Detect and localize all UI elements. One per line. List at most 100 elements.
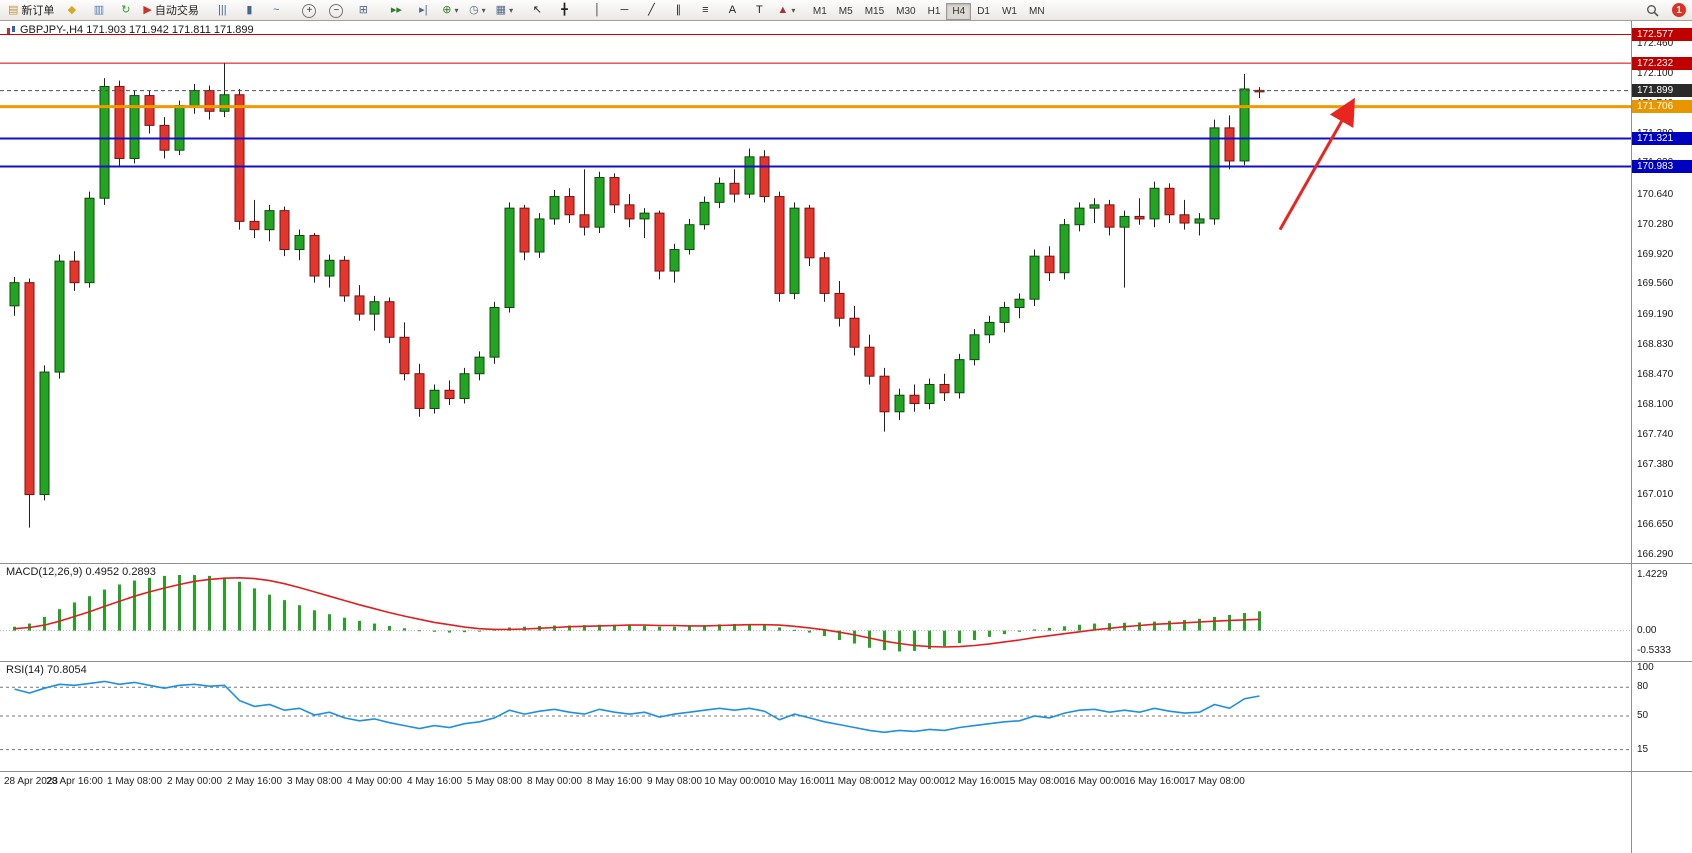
stamp-icon-button[interactable]: ◆ — [58, 1, 85, 20]
auto-scroll-button[interactable]: ▸▸ — [383, 1, 410, 20]
bullish-candle — [1209, 127, 1220, 220]
bar-chart-button[interactable]: ||| — [209, 1, 236, 20]
bearish-candle — [414, 373, 425, 409]
fibonacci-button[interactable]: ≡ — [692, 1, 719, 20]
candlestick-chart-icon: ▮ — [246, 3, 253, 16]
charts-window-button[interactable]: ▥ — [85, 1, 112, 20]
stamp-icon-icon: ◆ — [67, 3, 77, 16]
line-chart-icon: ~ — [273, 3, 280, 16]
macd-histogram-bar — [793, 629, 796, 631]
price-axis-label: 167.380 — [1637, 458, 1674, 470]
macd-signal-line — [14, 576, 1260, 648]
price-axis-label: 169.560 — [1637, 278, 1674, 290]
price-axis-label: 169.920 — [1637, 248, 1674, 260]
bullish-candle — [684, 224, 695, 251]
indicators-button[interactable]: ⊕ ▾ — [437, 1, 464, 20]
time-axis[interactable]: 28 Apr 2023 28 Apr 16:00 1 May 08:00 2 May … — [0, 772, 1632, 794]
time-axis-label: 8 May 16:00 — [586, 776, 643, 787]
bullish-candle — [924, 383, 935, 405]
rsi-axis-label: 100 — [1637, 662, 1654, 673]
macd-histogram-bar — [343, 617, 346, 631]
periods-button[interactable]: ◷ ▾ — [464, 1, 491, 20]
bullish-candle — [984, 321, 995, 336]
candlestick-chart-button[interactable]: ▮ — [236, 1, 263, 20]
bearish-candle — [759, 156, 770, 198]
macd-histogram-bar — [823, 630, 826, 637]
search-button[interactable] — [1639, 1, 1666, 20]
time-axis-label: 4 May 16:00 — [406, 776, 463, 787]
line-chart-button[interactable]: ~ — [263, 1, 290, 20]
bullish-candle — [639, 212, 650, 220]
time-axis-label: 16 May 00:00 — [1064, 776, 1125, 787]
macd-histogram-bar — [1108, 623, 1111, 631]
arrows-button[interactable]: ▲ ▾ — [773, 1, 800, 20]
label-button[interactable]: T — [746, 1, 773, 20]
macd-histogram-bar — [1033, 629, 1036, 631]
bullish-candle — [429, 389, 440, 409]
timeframe-button-mn[interactable]: MN — [1028, 5, 1045, 17]
rsi-axis-label: 15 — [1637, 743, 1649, 755]
macd-histogram-bar — [598, 624, 601, 631]
macd-histogram-bar — [718, 624, 721, 631]
macd-histogram-bar — [883, 630, 886, 651]
horizontal-line-button[interactable]: ─ — [611, 1, 638, 20]
macd-histogram-bar — [43, 616, 46, 631]
macd-histogram-bar — [733, 623, 736, 631]
macd-histogram-bar — [478, 630, 481, 632]
timeframe-button-h1[interactable]: H1 — [927, 5, 941, 17]
vertical-line-button[interactable]: │ — [584, 1, 611, 20]
macd-histogram-bar — [958, 630, 961, 644]
price-axis-label: 168.100 — [1637, 399, 1674, 411]
time-axis-label: 5 May 08:00 — [466, 776, 523, 787]
timeframe-button-m15[interactable]: M15 — [864, 5, 885, 17]
bullish-candle — [84, 197, 95, 284]
bearish-candle — [354, 295, 365, 315]
rsi-axis-label: 50 — [1637, 710, 1649, 721]
timeframe-button-m30[interactable]: M30 — [896, 5, 916, 17]
tile-windows-button[interactable]: ⊞ — [350, 1, 377, 20]
bullish-candle — [999, 306, 1010, 323]
auto-trading-button[interactable]: ▶ 自动交易 — [139, 1, 202, 20]
channel-icon: ∥ — [675, 3, 682, 16]
macd-histogram-bar — [853, 630, 856, 644]
bearish-candle — [804, 207, 815, 259]
zoom-out-button[interactable]: − — [323, 1, 350, 20]
timeframe-button-h4[interactable]: H4 — [946, 2, 972, 20]
pane-splitter-macd[interactable] — [0, 563, 1692, 564]
price-axis[interactable]: 172.460172.100171.740171.380171.020170.6… — [1631, 21, 1692, 853]
pane-splitter-rsi[interactable] — [0, 661, 1692, 662]
refresh-button[interactable]: ↻ — [112, 1, 139, 20]
rsi-canvas[interactable] — [0, 662, 1632, 771]
bullish-candle — [1029, 255, 1040, 300]
notification-badge[interactable]: 1 — [1672, 3, 1686, 17]
macd-histogram-bar — [193, 575, 196, 631]
chart-shift-button[interactable]: ▸| — [410, 1, 437, 20]
timeframe-button-d1[interactable]: D1 — [977, 5, 990, 17]
text-button[interactable]: A — [719, 1, 746, 20]
bearish-candle — [399, 336, 410, 375]
templates-button[interactable]: ▦ ▾ — [491, 1, 518, 20]
bearish-candle — [624, 204, 635, 220]
cursor-button[interactable]: ↖ — [524, 1, 551, 20]
crosshair-button[interactable]: ╋ — [551, 1, 578, 20]
new-order-button[interactable]: ▤ 新订单 — [4, 1, 58, 20]
macd-canvas[interactable] — [0, 564, 1632, 661]
macd-histogram-bar — [283, 600, 286, 631]
timeframe-button-m5[interactable]: M5 — [838, 5, 853, 17]
macd-histogram-bar — [1093, 623, 1096, 631]
zoom-in-button[interactable]: + — [296, 1, 323, 20]
chart-canvas[interactable] — [0, 21, 1632, 563]
trendline-button[interactable]: ╱ — [638, 1, 665, 20]
time-axis-label: 2 May 16:00 — [226, 776, 283, 787]
price-axis-label: 168.470 — [1637, 368, 1674, 380]
price-axis-label: 172.100 — [1637, 68, 1674, 80]
timeframe-button-w1[interactable]: W1 — [1001, 5, 1017, 17]
bullish-candle — [954, 359, 965, 394]
toolbar-buttons: ▤ 新订单 ◆ ▥ ↻ ▶ 自动交易 ||| ▮ ~ + − ⊞ ▸▸ ▸| ⊕ ▾ ◷ ▾ ▦ ▾ ↖ ╋ │ ─ ╱ ∥ ≡ A T ▲… — [4, 0, 806, 20]
bullish-candle — [1194, 218, 1205, 224]
bar-chart-icon: ||| — [218, 3, 227, 16]
channel-button[interactable]: ∥ — [665, 1, 692, 20]
timeframe-button-m1[interactable]: M1 — [812, 5, 827, 17]
macd-histogram-bar — [568, 625, 571, 631]
bullish-candle — [1089, 204, 1100, 209]
